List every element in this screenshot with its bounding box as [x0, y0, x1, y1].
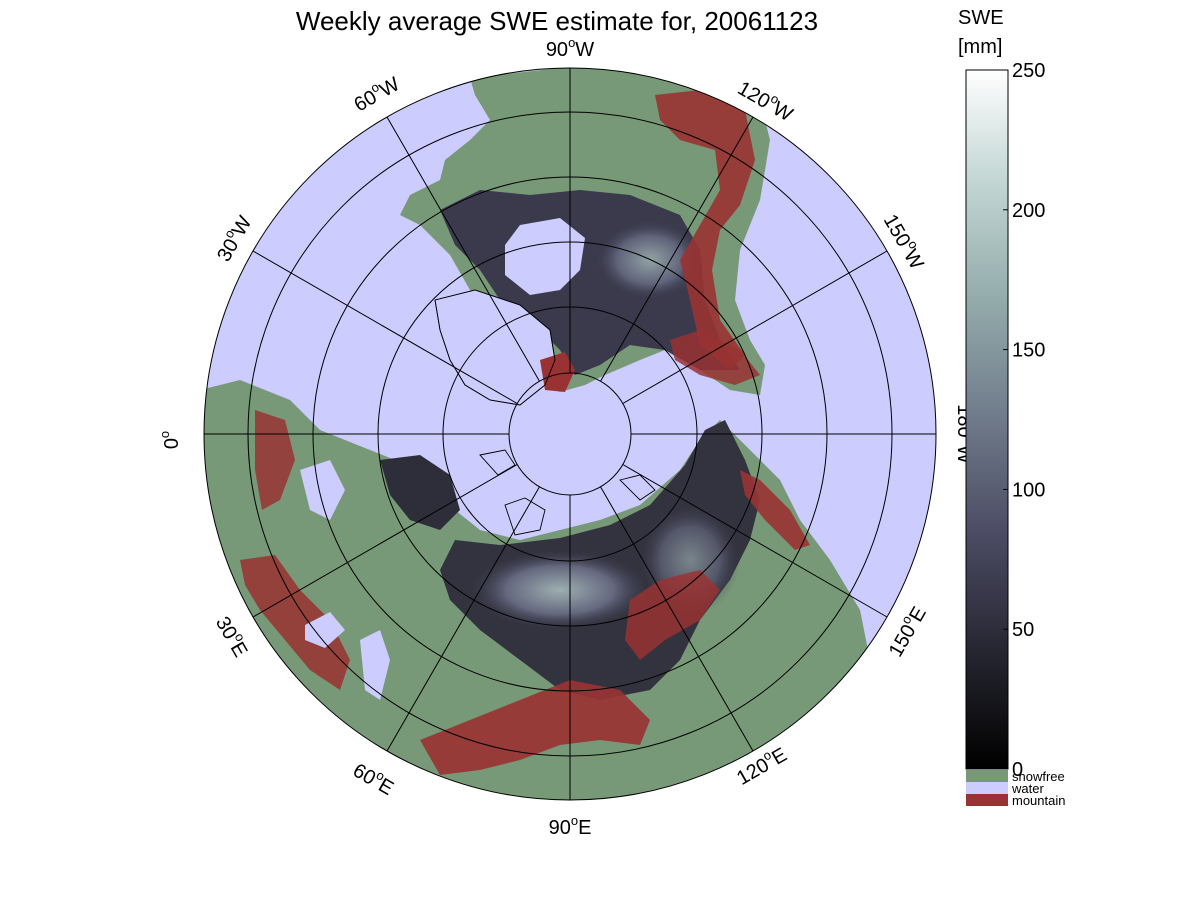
snow-siberia-deep — [470, 550, 650, 630]
mountains-scandinavia — [255, 410, 295, 510]
caspian-sea — [360, 630, 390, 700]
legend-swatch-mountain — [966, 794, 1008, 806]
mountains-kamchatka — [740, 470, 810, 550]
colorbar-tick-label: 200 — [1012, 200, 1045, 222]
colorbar-tick-label: 50 — [1012, 619, 1034, 641]
colorbar-tick-label: 150 — [1012, 340, 1045, 362]
longitude-label-90w: 90oW — [546, 35, 594, 61]
colorbar-ticks: 0 50 100 150 200 250 — [1003, 60, 1045, 781]
legend-label-snowfree: snowfree — [1012, 769, 1065, 784]
mountains-europe — [240, 555, 350, 690]
colorbar-label-line1: SWE — [958, 7, 1004, 29]
colorbar-gradient — [965, 69, 1009, 770]
colorbar: SWE [mm] 0 50 100 150 200 250 snowfreewatermo… — [958, 7, 1065, 808]
black-sea — [305, 612, 345, 648]
mountains-rockies — [655, 90, 755, 370]
snow-scandinavia — [380, 455, 460, 530]
colorbar-tick-label: 100 — [1012, 479, 1045, 501]
hudson-bay — [505, 218, 585, 295]
longitude-label-60e: 60oE — [349, 756, 399, 800]
figure-title: Weekly average SWE estimate for, 2006112… — [296, 6, 818, 36]
coastlines — [434, 289, 656, 536]
colorbar-tick-label: 0 — [1012, 759, 1023, 781]
legend-swatch-water — [966, 782, 1008, 794]
legend-label-mountain: mountain — [1012, 793, 1065, 808]
legend-swatch-snowfree — [966, 770, 1008, 782]
longitude-label-60w: 60oW — [349, 70, 404, 117]
colorbar-tick-label: 250 — [1012, 60, 1045, 82]
longitude-label-30e: 30oE — [211, 611, 255, 661]
polar-map — [203, 67, 937, 801]
colorbar-label-line2: [mm] — [958, 36, 1002, 58]
mountains-himalaya — [420, 680, 650, 775]
mountains-alaska — [670, 330, 760, 385]
graticule — [203, 67, 937, 801]
baltic-sea — [300, 460, 345, 520]
legend-label-water: water — [1011, 781, 1044, 796]
mountains-siberia-east — [625, 570, 720, 660]
greenland-mountains — [540, 352, 575, 392]
longitude-label-0: 0o — [157, 431, 183, 449]
longitude-label-90e: 90oE — [549, 813, 592, 839]
